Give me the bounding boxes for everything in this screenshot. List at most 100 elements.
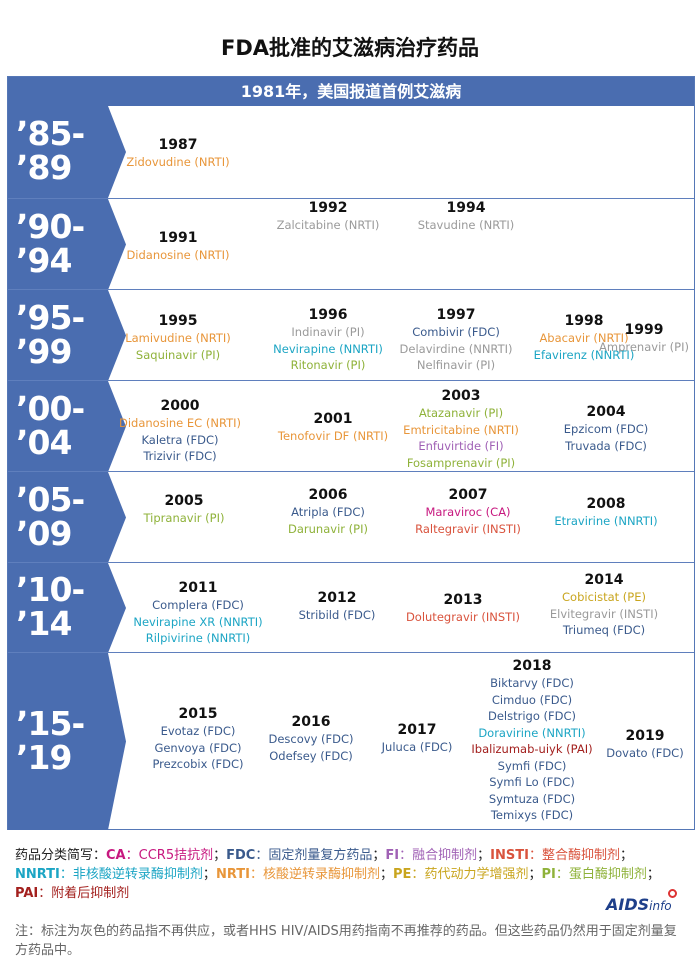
year-group-1995: 1995 Lamivudine (NRTI) Saquinavir (PI) bbox=[88, 312, 268, 363]
year-group-1992: 1992 Zalcitabine (NRTI) bbox=[238, 199, 418, 234]
year-label: 1991 bbox=[158, 230, 198, 246]
drug-name: Symtuza (FDC) bbox=[488, 791, 576, 806]
era-row: ’15- ’19 2015 Evotaz (FDC) Genvoya (FDC) Prez… bbox=[8, 652, 694, 830]
era-chevron bbox=[8, 653, 126, 830]
era-label-end: ’09 bbox=[16, 513, 72, 553]
year-group-1987: 1987 Zidovudine (NRTI) bbox=[88, 136, 268, 171]
year-label: 1987 bbox=[158, 137, 198, 153]
era-label: ’10- ’14 bbox=[16, 573, 85, 641]
year-label: 2014 bbox=[584, 572, 624, 588]
year-group-2018: 2018 Biktarvy (FDC) Cimduo (FDC) Delstrigo … bbox=[442, 657, 622, 824]
year-label: 2015 bbox=[178, 706, 218, 722]
year-group-1997: 1997 Combivir (FDC) Delavirdine (NNRTI) Nel… bbox=[366, 306, 546, 374]
drug-name: Evotaz (FDC) bbox=[160, 724, 236, 738]
drug-name: Delavirdine (NNRTI) bbox=[399, 341, 513, 356]
drug-name: Ibalizumab-uiyk (PAI) bbox=[471, 742, 593, 756]
era-chevron-shape bbox=[8, 563, 126, 653]
year-group-2007: 2007 Maraviroc (CA) Raltegravir (INSTI) bbox=[378, 486, 558, 537]
drug-name: Symfi (FDC) bbox=[497, 758, 567, 773]
era-chevron-shape bbox=[8, 381, 126, 472]
legend-text: 药代动力学增强剂 bbox=[424, 867, 529, 882]
era-chevron-shape bbox=[8, 106, 126, 198]
drug-name: Descovy (FDC) bbox=[268, 732, 354, 746]
drug-name: Lamivudine (NRTI) bbox=[125, 331, 231, 345]
drug-name: Temixys (FDC) bbox=[490, 808, 574, 822]
legend-abbr: NNRTI bbox=[15, 867, 60, 882]
year-label: 2001 bbox=[313, 411, 353, 427]
legend-text: 非核酸逆转录酶抑制剂 bbox=[72, 867, 203, 882]
year-group-2005: 2005 Tipranavir (PI) bbox=[94, 492, 274, 527]
year-label: 2005 bbox=[164, 493, 204, 509]
drug-name: Emtricitabine (NRTI) bbox=[403, 422, 519, 437]
year-group-1996: 1996 Indinavir (PI) Nevirapine (NNRTI) Rito… bbox=[238, 306, 418, 374]
footnote: 注：标注为灰色的药品指不再供应，或者HHS HIV/AIDS用药指南不再推荐的药… bbox=[15, 924, 677, 958]
era-label: ’95- ’99 bbox=[16, 300, 85, 371]
drug-name: Genvoya (FDC) bbox=[154, 740, 242, 755]
drug-class-legend: 药品分类简写：CA：CCR5拮抗剂；FDC：固定剂量复方药品；FI：融合抑制剂；… bbox=[15, 848, 660, 901]
year-group-1999: 1999 Amprenavir (PI) bbox=[554, 321, 700, 356]
era-label: ’90- ’94 bbox=[16, 206, 85, 278]
year-group-2013: 2013 Dolutegravir (INSTI) bbox=[373, 591, 553, 626]
year-group-1991: 1991 Didanosine (NRTI) bbox=[88, 229, 268, 264]
legend-abbr: CA bbox=[106, 848, 126, 863]
era-label-end: ’99 bbox=[16, 331, 72, 371]
year-label: 2011 bbox=[178, 580, 218, 596]
era-label: ’00- ’04 bbox=[16, 391, 85, 460]
era-row: ’05- ’09 2005 Tipranavir (PI) 2006 Atripla (F… bbox=[8, 471, 694, 563]
drug-name: Didanosine (NRTI) bbox=[126, 248, 230, 262]
year-group-2004: 2004 Epzicom (FDC) Truvada (FDC) bbox=[516, 403, 696, 454]
era-label: ’05- ’09 bbox=[16, 482, 85, 553]
legend-text: 固定剂量复方药品 bbox=[268, 848, 373, 863]
year-group-2016: 2016 Descovy (FDC) Odefsey (FDC) bbox=[221, 713, 401, 764]
drug-name: Nevirapine XR (NNRTI) bbox=[133, 614, 263, 629]
drug-name: Saquinavir (PI) bbox=[135, 347, 221, 362]
page-title: FDA批准的艾滋病治疗药品 bbox=[220, 36, 480, 60]
year-group-2003: 2003 Atazanavir (PI) Emtricitabine (NRTI) E… bbox=[371, 387, 551, 471]
drug-name: Indinavir (PI) bbox=[291, 325, 365, 339]
year-label: 2013 bbox=[443, 592, 483, 608]
year-label: 2008 bbox=[586, 496, 626, 512]
year-label: 1994 bbox=[446, 200, 486, 216]
legend-text: 整合酶抑制剂 bbox=[541, 848, 620, 863]
timeline-banner: 1981年，美国报道首例艾滋病 bbox=[8, 77, 694, 106]
era-label-end: ’19 bbox=[16, 737, 72, 777]
drug-name: Dolutegravir (INSTI) bbox=[405, 610, 521, 624]
legend-abbr: INSTI bbox=[490, 848, 529, 863]
drug-name: Stavudine (NRTI) bbox=[417, 218, 515, 232]
year-label: 1998 bbox=[564, 313, 604, 329]
aidsinfo-logo: AIDSinfo bbox=[606, 889, 677, 914]
legend-abbr: NRTI bbox=[215, 867, 250, 882]
year-label: 2006 bbox=[308, 487, 348, 503]
drug-name: Truvada (FDC) bbox=[565, 438, 647, 453]
year-group-2011: 2011 Complera (FDC) Nevirapine XR (NNRTI) R… bbox=[108, 579, 288, 647]
year-group-2001: 2001 Tenofovir DF (NRTI) bbox=[243, 410, 423, 445]
year-label: 1995 bbox=[158, 313, 198, 329]
year-group-1994: 1994 Stavudine (NRTI) bbox=[376, 199, 556, 234]
legend-text: 蛋白酶抑制剂 bbox=[568, 867, 647, 882]
era-label-start: ’90- bbox=[16, 206, 85, 246]
era-chevron bbox=[8, 199, 126, 290]
year-group-2015: 2015 Evotaz (FDC) Genvoya (FDC) Prezcobix (… bbox=[108, 705, 288, 773]
drug-name: Cimduo (FDC) bbox=[491, 692, 573, 707]
era-label-end: ’89 bbox=[16, 148, 72, 187]
era-chevron bbox=[8, 563, 126, 653]
legend-text: CCR5拮抗剂 bbox=[138, 848, 214, 863]
drug-name: Efavirenz (NNRTI) bbox=[533, 347, 635, 362]
year-label: 1997 bbox=[436, 307, 476, 323]
legend-abbr: PE bbox=[393, 867, 412, 882]
era-label-start: ’15- bbox=[16, 703, 85, 743]
year-label: 2019 bbox=[625, 728, 665, 744]
drug-name: Fosamprenavir (PI) bbox=[406, 455, 516, 470]
drug-name: Biktarvy (FDC) bbox=[490, 676, 574, 690]
year-label: 2000 bbox=[160, 398, 200, 414]
drug-name: Complera (FDC) bbox=[152, 598, 244, 612]
drug-name: Epzicom (FDC) bbox=[563, 422, 649, 436]
year-label: 2007 bbox=[448, 487, 488, 503]
era-chevron-shape bbox=[8, 290, 126, 381]
drug-name: Juluca (FDC) bbox=[381, 740, 453, 754]
year-label: 2012 bbox=[317, 590, 357, 606]
drug-name: Dovato (FDC) bbox=[606, 746, 684, 760]
drug-name: Symfi Lo (FDC) bbox=[489, 775, 575, 789]
drug-name: Triumeq (FDC) bbox=[562, 623, 646, 637]
era-chevron bbox=[8, 472, 126, 563]
